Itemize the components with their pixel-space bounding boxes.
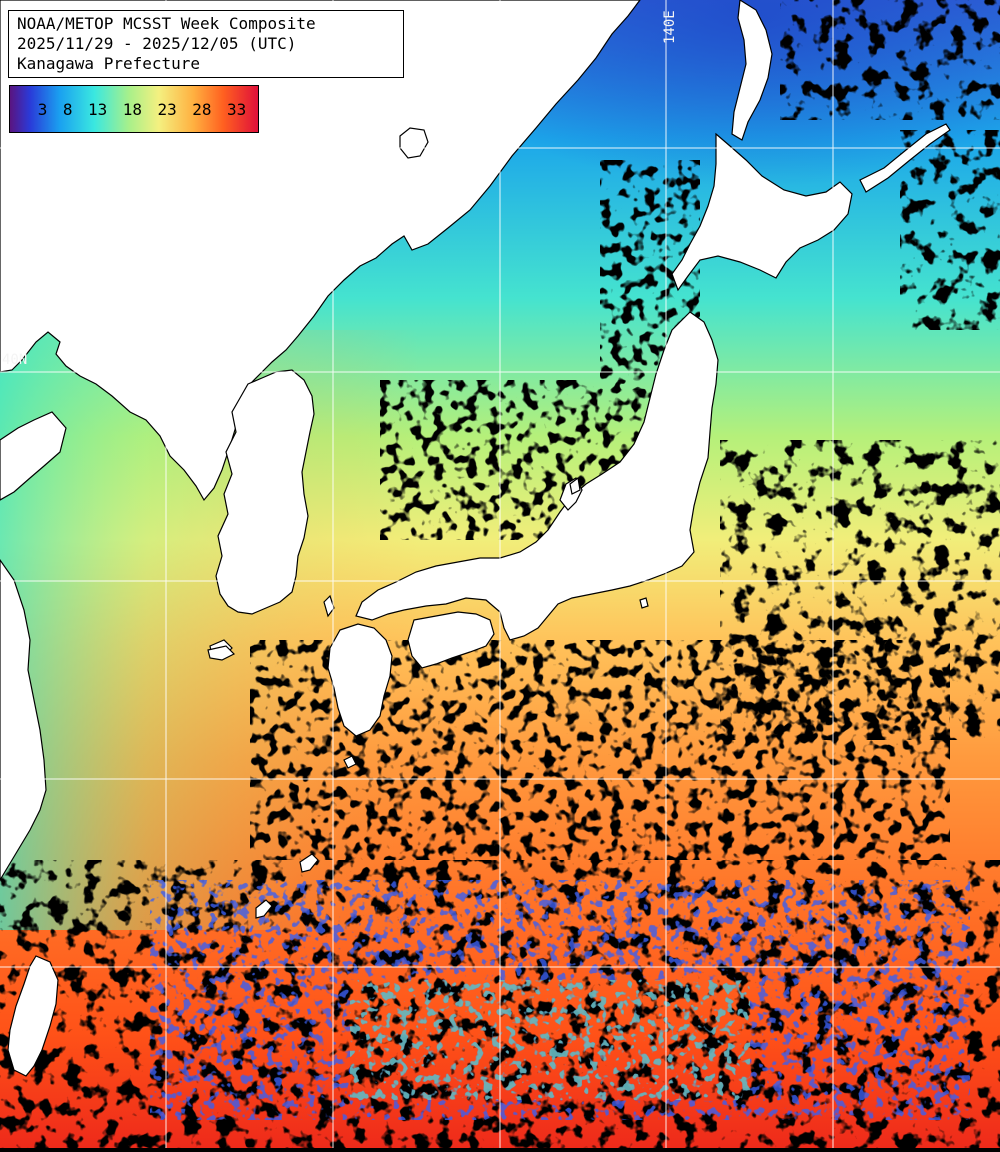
legend-tick-28: 28: [192, 99, 212, 119]
sado-island: [569, 476, 581, 495]
kyushu: [327, 623, 393, 737]
hokkaido: [671, 132, 853, 292]
legend-tick-33: 33: [226, 99, 247, 119]
legend-tick-3: 3: [37, 99, 48, 119]
product-title: NOAA/METOP MCSST Week Composite: [17, 14, 316, 33]
liaodong-coast: [0, 411, 67, 501]
nansei-islands-3: [343, 755, 357, 769]
nansei-islands-1: [299, 853, 319, 873]
dokdo-ulleung: [399, 127, 429, 159]
korean-peninsula: [215, 369, 315, 615]
legend-tick-8: 8: [62, 99, 73, 119]
legend-tick-13: 13: [87, 99, 108, 119]
izu-islands: [639, 597, 649, 609]
cloud-contamination-flecks: [150, 880, 970, 1120]
jeju: [207, 645, 236, 661]
longitude-label: 140E: [662, 10, 678, 44]
latitude-label: 40N: [2, 352, 28, 368]
tsushima: [323, 594, 335, 618]
map-title-box: NOAA/METOP MCSST Week Composite 2025/11/…: [8, 10, 404, 78]
taiwan: [7, 955, 59, 1077]
china-coast: [0, 558, 47, 882]
temperature-colorbar: 3 8 13 18 23 28 33: [9, 85, 259, 133]
kuril-islands: [859, 123, 951, 193]
sakhalin: [731, 0, 773, 141]
nansei-islands-2: [255, 899, 273, 919]
shikoku: [407, 611, 495, 669]
date-range: 2025/11/29 - 2025/12/05 (UTC): [17, 34, 297, 53]
legend-tick-23: 23: [157, 99, 177, 119]
region-name: Kanagawa Prefecture: [17, 54, 201, 73]
legend-tick-18: 18: [122, 99, 142, 119]
